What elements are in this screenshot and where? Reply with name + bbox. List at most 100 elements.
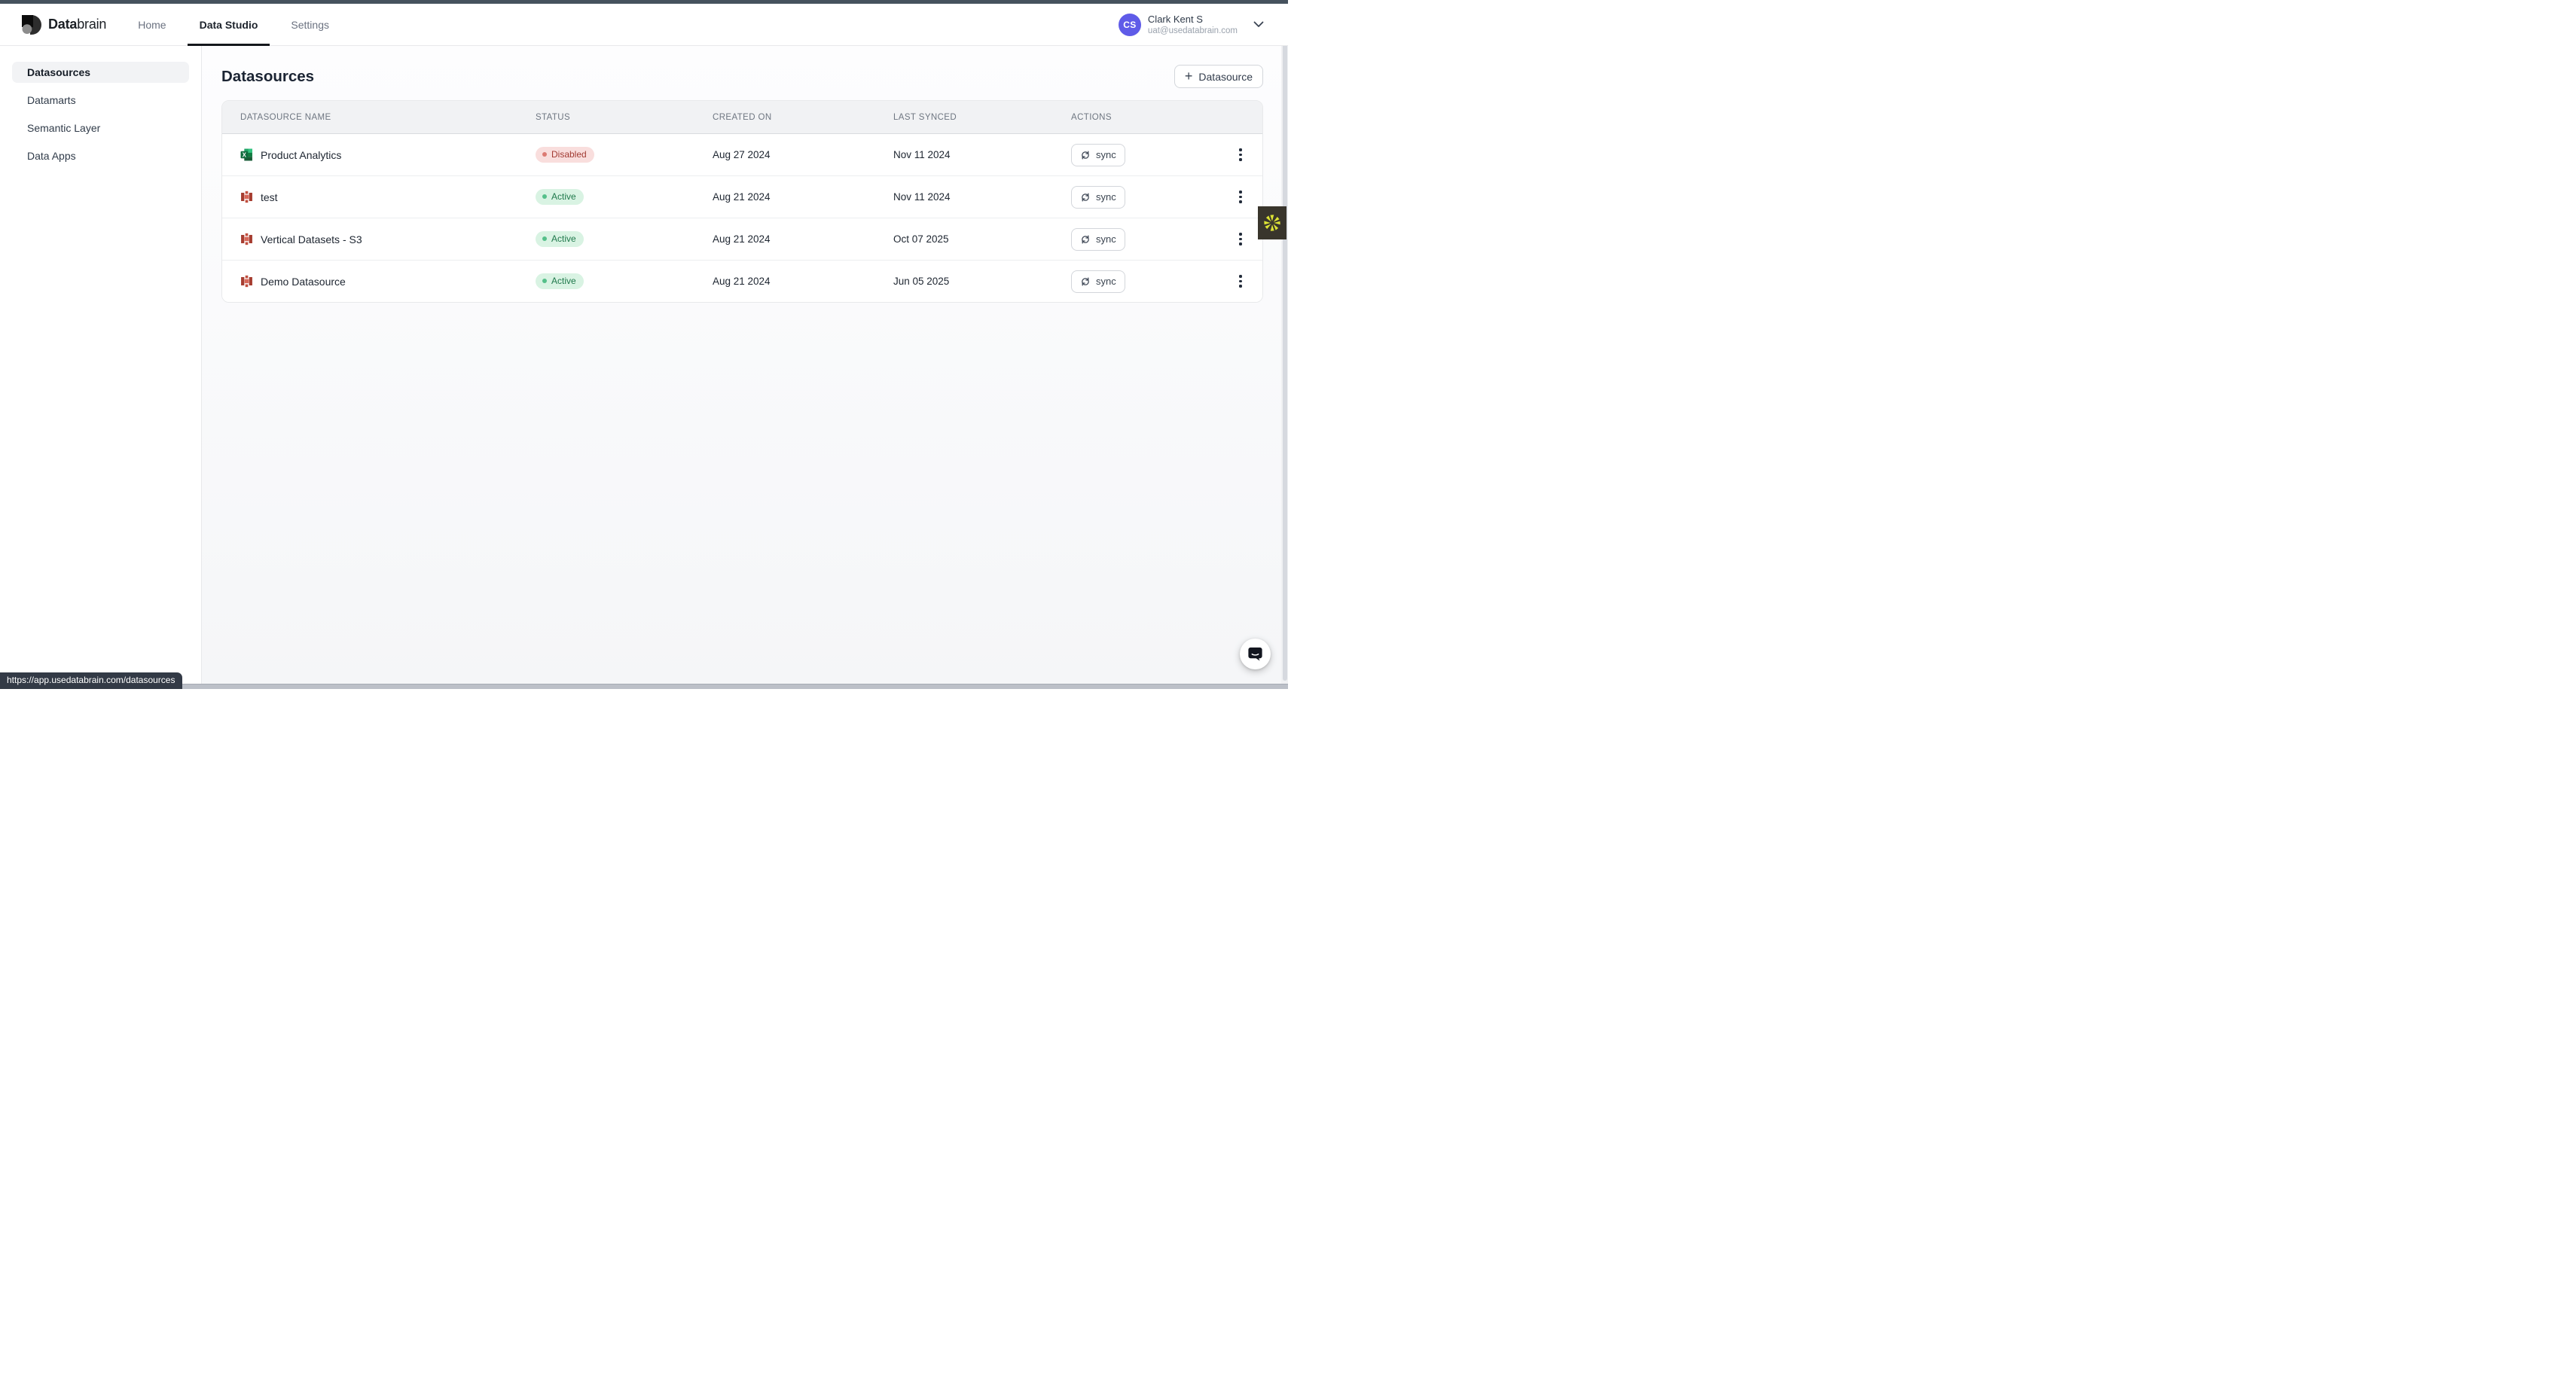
row-menu-kebab-icon[interactable] <box>1234 269 1247 294</box>
status-cell: Active <box>536 273 713 289</box>
col-header-datasource-name: DATASOURCE NAME <box>240 112 331 122</box>
excel-icon: X <box>240 148 252 161</box>
feedback-widget-tab[interactable] <box>1258 206 1286 239</box>
status-dot-icon <box>542 194 547 199</box>
browser-top-strip <box>0 0 1288 4</box>
datasource-name-cell: X test <box>222 191 536 203</box>
datasource-name-cell: X Vertical Datasets - S3 <box>222 233 536 245</box>
datasource-name: Vertical Datasets - S3 <box>261 233 362 245</box>
last-synced-cell: Oct 07 2025 <box>893 233 949 245</box>
status-dot-icon <box>542 152 547 157</box>
status-badge: Disabled <box>536 147 594 163</box>
row-menu-kebab-icon[interactable] <box>1234 227 1247 252</box>
datasource-type-icon: X <box>240 191 253 203</box>
databrain-logo-icon <box>22 14 41 35</box>
status-cell: Active <box>536 231 713 247</box>
sidebar: Datasources Datamarts Semantic Layer Dat… <box>0 45 202 689</box>
status-badge: Active <box>536 273 584 289</box>
col-header-status: STATUS <box>536 112 571 122</box>
sync-button[interactable]: sync <box>1071 270 1125 293</box>
last-synced-cell: Nov 11 2024 <box>893 191 951 203</box>
datasources-table: DATASOURCE NAME STATUS CREATED ON LAST S… <box>221 100 1263 303</box>
svg-text:X: X <box>243 151 247 158</box>
sidebar-item-datamarts[interactable]: Datamarts <box>27 94 76 106</box>
datasource-name: Demo Datasource <box>261 275 346 288</box>
last-synced-cell: Jun 05 2025 <box>893 276 950 287</box>
redshift-icon <box>241 191 252 203</box>
status-label: Active <box>551 191 576 202</box>
nav-tab-settings[interactable]: Settings <box>291 18 329 31</box>
datasource-type-icon: X <box>240 275 253 288</box>
sync-button[interactable]: sync <box>1071 185 1125 209</box>
actions-cell: sync <box>1071 184 1262 210</box>
page-head: Datasources + Datasource <box>221 65 1263 88</box>
status-cell: Active <box>536 189 713 205</box>
main-nav: Home Data Studio Settings <box>126 4 341 46</box>
user-info: Clark Kent S uat@usedatabrain.com <box>1148 14 1238 36</box>
row-menu-kebab-icon[interactable] <box>1234 184 1247 210</box>
created-on-cell: Aug 21 2024 <box>713 276 771 287</box>
col-header-created-on: CREATED ON <box>713 112 772 122</box>
horizontal-scrollbar[interactable] <box>0 684 1288 689</box>
col-header-actions: ACTIONS <box>1071 112 1112 122</box>
status-dot-icon <box>542 236 547 241</box>
redshift-icon <box>241 233 252 245</box>
status-label: Disabled <box>551 149 587 160</box>
table-row: X test Active Aug 21 2024 Nov 11 2024 <box>222 176 1262 218</box>
plus-icon: + <box>1184 68 1193 84</box>
page-title: Datasources <box>221 67 315 85</box>
table-row: X Vertical Datasets - S3 Active Aug 21 2… <box>222 218 1262 261</box>
app-header: Databrain Home Data Studio Settings CS C… <box>0 4 1288 46</box>
nav-tab-data-studio[interactable]: Data Studio <box>187 4 270 46</box>
table-row: X Product Analytics Disabled Aug 27 2024… <box>222 134 1262 176</box>
table-body: X Product Analytics Disabled Aug 27 2024… <box>222 134 1262 302</box>
status-badge: Active <box>536 231 584 247</box>
created-on-cell: Aug 21 2024 <box>713 233 771 245</box>
brand-wordmark: Databrain <box>48 17 107 32</box>
sync-refresh-icon <box>1082 234 1089 244</box>
nav-tab-home[interactable]: Home <box>138 18 166 31</box>
chat-launcher-button[interactable] <box>1240 639 1271 669</box>
datasource-name: Product Analytics <box>261 148 342 161</box>
actions-cell: sync <box>1071 227 1262 252</box>
datasource-type-icon: X <box>240 233 253 245</box>
sync-label: sync <box>1096 191 1116 203</box>
sidebar-item-semantic-layer[interactable]: Semantic Layer <box>27 122 101 134</box>
sync-refresh-icon <box>1082 150 1089 160</box>
user-name: Clark Kent S <box>1147 13 1203 25</box>
datasource-name-cell: X Product Analytics <box>222 148 536 161</box>
user-email: uat@usedatabrain.com <box>1147 26 1238 35</box>
status-label: Active <box>551 233 576 244</box>
actions-cell: sync <box>1071 142 1262 168</box>
actions-cell: sync <box>1071 269 1262 294</box>
sync-refresh-icon <box>1082 276 1089 286</box>
asterisk-burst-icon <box>1264 215 1280 231</box>
table-header: DATASOURCE NAME STATUS CREATED ON LAST S… <box>222 101 1262 134</box>
avatar: CS <box>1118 13 1141 36</box>
row-menu-kebab-icon[interactable] <box>1234 142 1247 168</box>
brand-logo[interactable]: Databrain <box>0 4 106 45</box>
vertical-scrollbar-thumb[interactable] <box>1282 5 1287 681</box>
add-datasource-button[interactable]: + Datasource <box>1174 65 1263 88</box>
created-on-cell: Aug 21 2024 <box>713 191 771 203</box>
vertical-scrollbar[interactable] <box>1281 4 1288 684</box>
sync-button[interactable]: sync <box>1071 227 1125 251</box>
datasource-name-cell: X Demo Datasource <box>222 275 536 288</box>
user-menu[interactable]: CS Clark Kent S uat@usedatabrain.com <box>1118 4 1264 45</box>
datasource-name: test <box>261 191 278 203</box>
sync-label: sync <box>1096 233 1116 245</box>
redshift-icon <box>241 275 252 288</box>
chevron-down-icon <box>1253 21 1264 28</box>
status-badge: Active <box>536 189 584 205</box>
sync-button[interactable]: sync <box>1071 143 1125 166</box>
sync-refresh-icon <box>1082 192 1089 202</box>
status-label: Active <box>551 276 576 286</box>
sync-label: sync <box>1096 276 1116 287</box>
sync-label: sync <box>1096 149 1116 160</box>
sidebar-item-data-apps[interactable]: Data Apps <box>27 150 76 162</box>
main-content: Datasources + Datasource DATASOURCE NAME… <box>201 45 1288 689</box>
sidebar-item-datasources[interactable]: Datasources <box>12 62 189 83</box>
browser-status-url: https://app.usedatabrain.com/datasources <box>0 672 183 689</box>
status-dot-icon <box>542 279 547 283</box>
datasource-type-icon: X <box>240 148 253 161</box>
